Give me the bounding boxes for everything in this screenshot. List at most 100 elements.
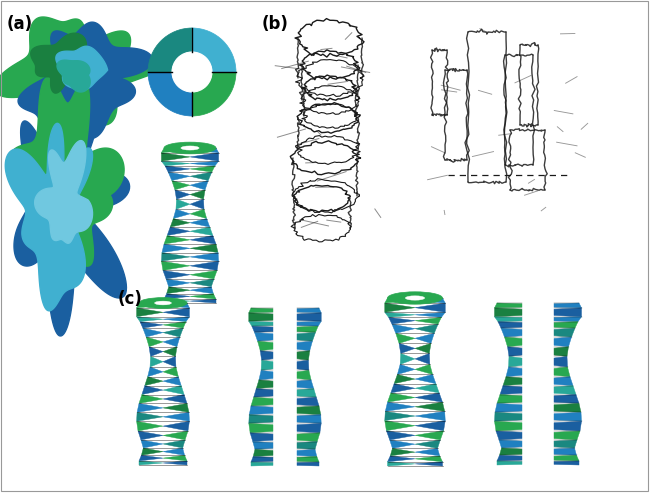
Polygon shape [176, 199, 190, 209]
Polygon shape [387, 393, 415, 402]
Polygon shape [390, 440, 415, 448]
Polygon shape [554, 347, 569, 356]
Polygon shape [297, 351, 310, 360]
Polygon shape [163, 377, 181, 386]
Polygon shape [256, 380, 273, 388]
Polygon shape [385, 411, 415, 421]
Polygon shape [163, 461, 187, 465]
Polygon shape [190, 148, 218, 153]
Polygon shape [190, 299, 216, 303]
Polygon shape [497, 394, 522, 403]
Polygon shape [415, 431, 443, 440]
Polygon shape [141, 440, 163, 448]
Polygon shape [190, 236, 216, 244]
Polygon shape [499, 448, 522, 455]
Polygon shape [165, 166, 190, 172]
Polygon shape [163, 271, 190, 279]
Polygon shape [249, 313, 273, 321]
Ellipse shape [164, 142, 216, 154]
Polygon shape [495, 303, 522, 308]
Polygon shape [163, 367, 178, 377]
Polygon shape [297, 332, 315, 341]
Polygon shape [297, 433, 320, 442]
Polygon shape [163, 412, 189, 421]
Polygon shape [190, 287, 213, 294]
Polygon shape [163, 386, 184, 394]
Polygon shape [249, 415, 273, 423]
Polygon shape [495, 412, 522, 421]
Polygon shape [163, 448, 185, 455]
Polygon shape [397, 364, 415, 375]
Polygon shape [251, 462, 273, 466]
Polygon shape [415, 462, 443, 466]
Polygon shape [164, 299, 190, 303]
Polygon shape [554, 455, 579, 461]
Polygon shape [162, 244, 190, 252]
Polygon shape [257, 341, 273, 351]
Polygon shape [495, 308, 522, 317]
Polygon shape [387, 456, 415, 462]
Polygon shape [136, 317, 163, 321]
Polygon shape [392, 324, 415, 333]
Polygon shape [190, 209, 207, 218]
Ellipse shape [406, 296, 424, 300]
Polygon shape [5, 123, 92, 311]
Polygon shape [415, 364, 433, 375]
Polygon shape [139, 455, 163, 461]
Polygon shape [163, 431, 188, 440]
Polygon shape [554, 461, 579, 465]
Polygon shape [142, 448, 163, 455]
Polygon shape [161, 148, 190, 153]
Polygon shape [163, 421, 189, 431]
Polygon shape [167, 227, 190, 236]
Polygon shape [161, 252, 190, 261]
Polygon shape [297, 457, 319, 462]
Polygon shape [0, 17, 157, 129]
Polygon shape [190, 199, 204, 209]
Polygon shape [255, 332, 273, 341]
Polygon shape [190, 161, 218, 166]
Polygon shape [415, 353, 430, 364]
Polygon shape [139, 461, 163, 465]
Polygon shape [163, 321, 186, 328]
Circle shape [172, 52, 212, 92]
Polygon shape [142, 386, 163, 394]
Polygon shape [415, 298, 445, 303]
Polygon shape [161, 261, 190, 271]
Polygon shape [249, 321, 273, 326]
Polygon shape [143, 328, 163, 337]
Wedge shape [148, 28, 192, 72]
Polygon shape [495, 421, 522, 431]
Polygon shape [500, 386, 522, 394]
Polygon shape [415, 384, 439, 393]
Polygon shape [554, 448, 577, 455]
Polygon shape [554, 394, 579, 403]
Polygon shape [415, 448, 440, 456]
Polygon shape [554, 367, 570, 377]
Polygon shape [297, 406, 320, 415]
Polygon shape [57, 60, 90, 92]
Text: (a): (a) [7, 15, 33, 33]
Polygon shape [166, 287, 190, 294]
Polygon shape [163, 394, 187, 403]
Polygon shape [252, 326, 273, 332]
Polygon shape [415, 375, 436, 384]
Wedge shape [192, 28, 236, 72]
Polygon shape [190, 261, 218, 271]
Polygon shape [297, 450, 317, 457]
Polygon shape [297, 326, 318, 332]
Polygon shape [385, 421, 415, 431]
Polygon shape [385, 312, 415, 317]
Polygon shape [554, 377, 573, 386]
Polygon shape [554, 308, 582, 317]
Polygon shape [297, 442, 317, 450]
Polygon shape [174, 209, 190, 218]
Polygon shape [385, 402, 415, 411]
Polygon shape [136, 412, 163, 421]
Polygon shape [146, 337, 163, 347]
Polygon shape [297, 415, 321, 423]
Polygon shape [138, 431, 163, 440]
Polygon shape [385, 298, 415, 303]
Polygon shape [396, 333, 415, 343]
Polygon shape [148, 367, 163, 377]
